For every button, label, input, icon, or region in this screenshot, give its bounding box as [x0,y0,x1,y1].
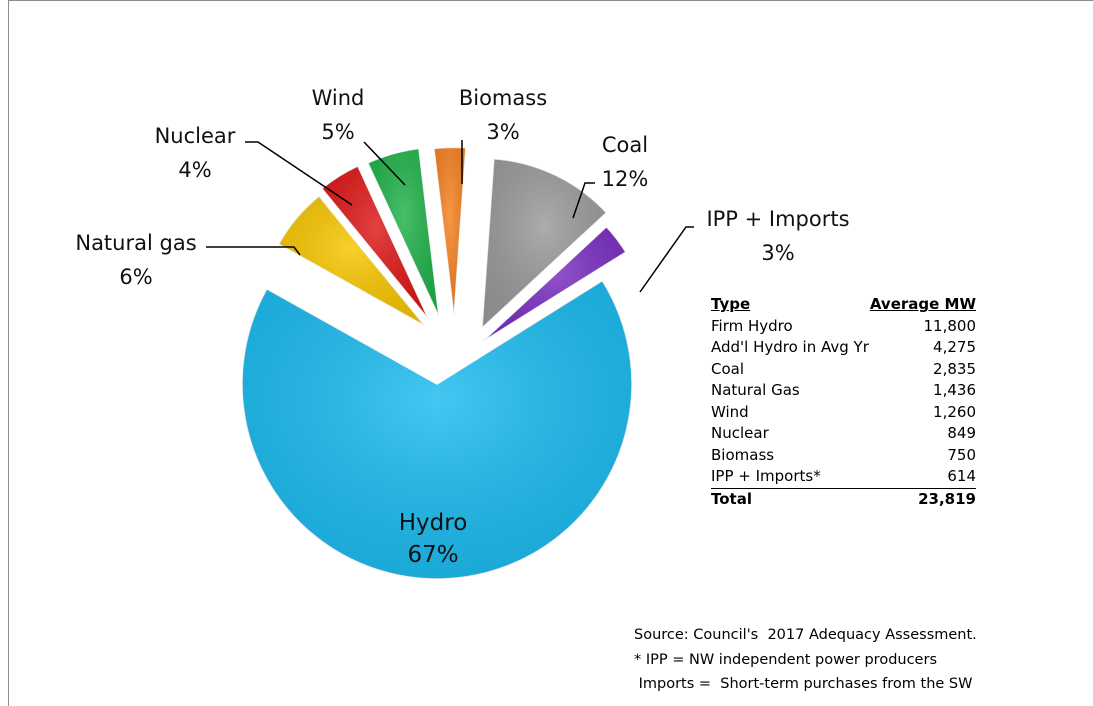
table-row: Firm Hydro 11,800 [711,316,976,338]
table-total-value: 23,819 [918,489,976,508]
table-row: Coal 2,835 [711,359,976,381]
table-cell-type: Coal [711,359,745,378]
pie-slice-shading [242,280,632,579]
slice-label: IPP + Imports [706,207,849,231]
pie-slice-shading [433,147,466,317]
table-row: Biomass 750 [711,445,976,467]
slice-percent-label: 12% [602,167,649,191]
source-note: Source: Council's 2017 Adequacy Assessme… [634,627,977,643]
pie-slice-shading [278,196,425,326]
table-row: Nuclear 849 [711,423,976,445]
table-total-label: Total [711,489,752,508]
leader-line-wind [363,141,406,186]
leader-line-nuclear [245,141,353,206]
table-cell-value: 2,835 [933,359,976,378]
source-notes: Source: Council's 2017 Adequacy Assessme… [634,623,1074,697]
table-cell-type: IPP + Imports* [711,467,821,485]
table-cell-type: Natural Gas [711,381,800,399]
table-cell-type: Nuclear [711,424,769,442]
slice-label: Hydro [399,510,468,536]
leader-line-ipp-imports [639,226,694,293]
table-cell-value: 1,260 [933,402,976,421]
imports-note: Imports = Short-term purchases from the … [634,676,973,692]
slice-label: Coal [602,133,648,157]
table-cell-type: Firm Hydro [711,316,793,335]
table-cell-value: 750 [947,445,976,464]
table-row: IPP + Imports* 614 [711,466,976,489]
slice-percent-label: 4% [178,158,211,182]
slice-percent-label: 3% [486,120,519,144]
table-row: Add'l Hydro in Avg Yr 4,275 [711,337,976,359]
table-row: Wind 1,260 [711,402,976,424]
table-cell-value: 11,800 [923,316,977,335]
table-cell-value: 1,436 [933,381,976,399]
leader-line-coal [572,182,595,219]
slice-label: Nuclear [155,124,236,148]
table-cell-type: Add'l Hydro in Avg Yr [711,338,869,356]
capacity-table: Type Average MW Firm Hydro 11,800 Add'l Hy… [711,294,976,510]
leader-line-natural-gas [206,246,301,256]
slice-label: Wind [312,86,365,110]
slice-percent-label: 5% [321,120,354,144]
pie-slice-shading [482,226,626,342]
pie-slice-shading [367,148,439,317]
pie-slice-shading [321,165,429,320]
table-header: Type Average MW [711,294,976,316]
slice-percent-label: 3% [761,241,794,265]
slice-label: Biomass [459,86,547,110]
table-total-row: Total 23,819 [711,489,976,511]
table-cell-value: 614 [947,467,976,485]
table-header-value: Average MW [869,295,976,313]
slice-label: Natural gas [75,231,196,255]
table-cell-value: 849 [947,424,976,442]
slice-percent-label: 6% [119,265,152,289]
table-row: Natural Gas 1,436 [711,380,976,402]
slice-percent-label: 67% [407,542,458,568]
table-cell-value: 4,275 [933,338,976,356]
table-cell-type: Wind [711,402,749,421]
table-header-type: Type [711,295,751,313]
table-cell-type: Biomass [711,445,775,464]
ipp-note: * IPP = NW independent power producers [634,651,937,668]
pie-slice-shading [482,158,607,328]
